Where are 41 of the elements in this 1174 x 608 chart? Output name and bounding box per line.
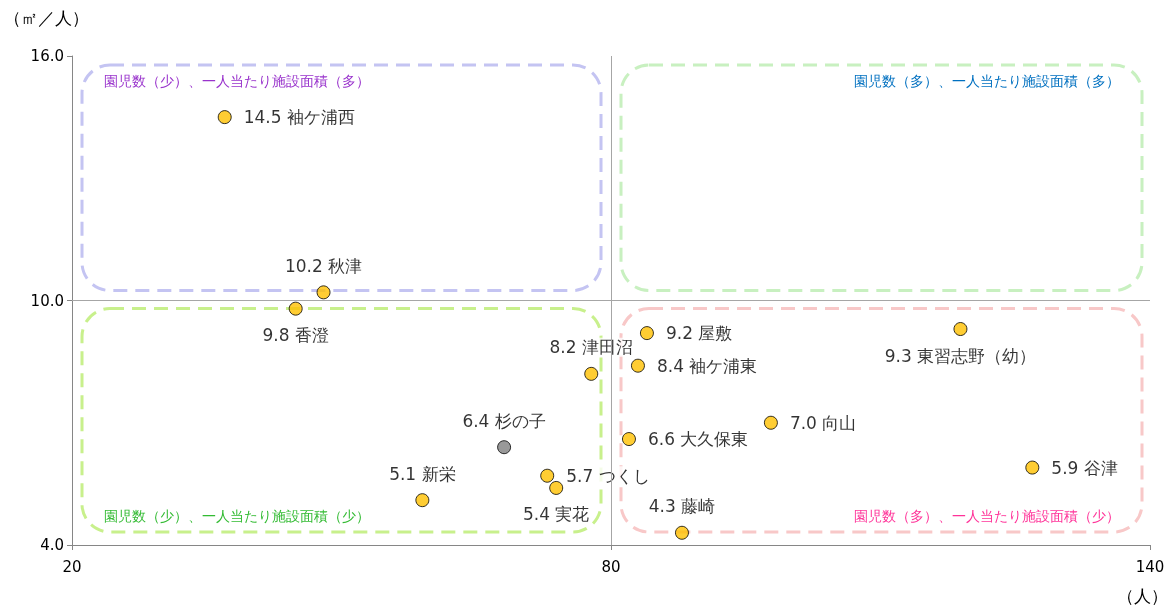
x-tick-label: 80 — [601, 557, 621, 576]
data-label: 9.8 香澄 — [262, 325, 329, 346]
data-label: 6.4 杉の子 — [462, 410, 546, 431]
point — [584, 366, 599, 381]
annotation: 園児数（多）、一人当たり施設面積（少） — [854, 508, 1120, 524]
point — [549, 480, 564, 495]
point — [316, 285, 331, 300]
point — [621, 432, 636, 447]
y-tick-label: 4.0 — [40, 536, 64, 554]
point — [540, 468, 555, 483]
annotation: 園児数（多）、一人当たり施設面積（多） — [854, 73, 1120, 89]
data-label: 8.4 袖ケ浦東 — [656, 355, 758, 376]
data-label: 9.2 屋敷 — [665, 323, 733, 344]
x-axis-title: （人） — [1117, 586, 1168, 606]
point — [288, 301, 303, 316]
data-label: 14.5 袖ケ浦西 — [243, 107, 355, 128]
data-label: 5.9 谷津 — [1051, 457, 1118, 478]
point — [639, 326, 654, 341]
y-tick-label: 16.0 — [30, 47, 64, 65]
point — [217, 110, 232, 125]
point — [1025, 460, 1040, 475]
annotation: 園児数（少）、一人当たり施設面積（多） — [104, 73, 370, 89]
point — [415, 493, 430, 508]
data-label: 5.4 実花 — [522, 504, 590, 525]
annotation: 園児数（少）、一人当たり施設面積（少） — [104, 508, 370, 524]
data-label: 9.3 東習志野（幼） — [884, 345, 1037, 366]
point — [497, 440, 512, 455]
data-label: 5.1 新栄 — [389, 463, 456, 484]
y-axis-title: （㎡／人） — [4, 8, 89, 28]
point — [763, 415, 778, 430]
data-label: 7.0 向山 — [789, 412, 857, 433]
point — [674, 525, 689, 540]
data-label: 6.6 大久保東 — [647, 429, 749, 450]
data-label: 8.2 津田沼 — [549, 337, 633, 358]
x-tick-label: 20 — [62, 557, 82, 576]
point — [953, 322, 968, 337]
x-tick-label: 140 — [1135, 557, 1165, 576]
data-label: 10.2 秋津 — [284, 255, 363, 276]
y-tick-label: 10.0 — [30, 291, 64, 310]
point — [630, 358, 645, 373]
data-label: 4.3 藤崎 — [648, 496, 716, 517]
